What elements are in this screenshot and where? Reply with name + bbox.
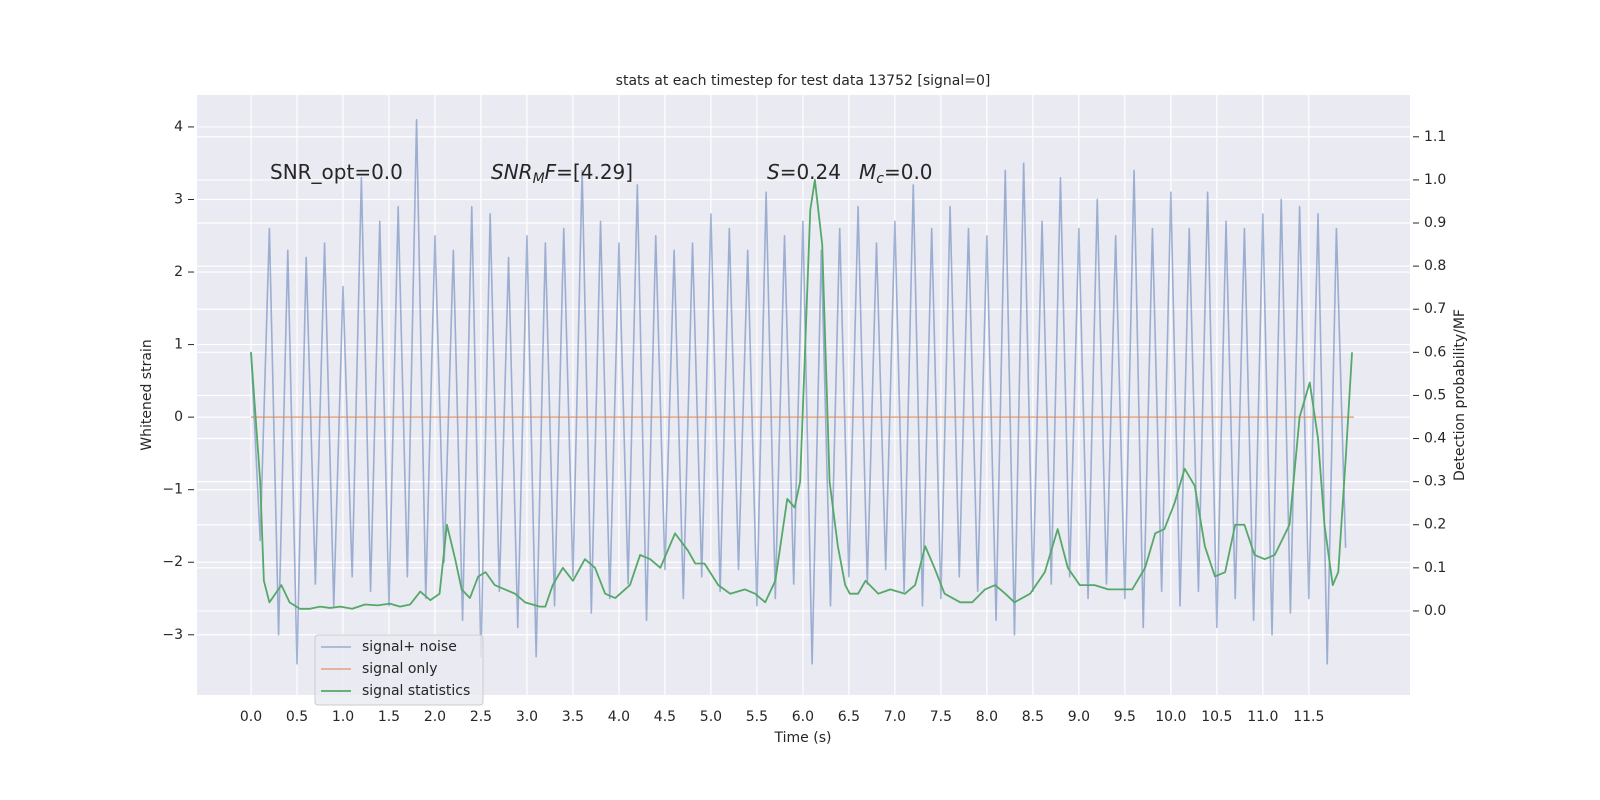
x-tick-label: 9.0	[1068, 709, 1090, 725]
annotation: S=0.24	[767, 160, 841, 184]
x-tick-label: 10.0	[1155, 709, 1186, 725]
annotation-part: =0.24	[780, 160, 841, 184]
x-tick-label: 8.0	[976, 709, 998, 725]
x-tick-label: 4.0	[608, 709, 630, 725]
y-axis-label: Whitened strain	[139, 339, 155, 450]
y2-tick-label: 0.0	[1424, 603, 1446, 619]
y-tick-label: 4	[174, 119, 183, 135]
annotation-part: SNR	[491, 160, 533, 184]
y2-tick-label: 0.7	[1424, 301, 1446, 317]
x-tick-label: 2.5	[470, 709, 492, 725]
x-tick-label: 3.5	[562, 709, 584, 725]
x-tick-label: 3.0	[516, 709, 538, 725]
x-tick-label: 6.0	[792, 709, 814, 725]
y-tick-label: −1	[162, 482, 183, 498]
y-tick-label: 3	[174, 191, 183, 207]
y2-tick-label: 0.9	[1424, 215, 1446, 231]
y-tick-label: −2	[162, 554, 183, 570]
y2-tick-label: 0.1	[1424, 560, 1446, 576]
x-tick-label: 4.5	[654, 709, 676, 725]
legend-label: signal+ noise	[362, 639, 457, 655]
annotation: SNRMF=[4.29]	[491, 160, 633, 188]
y2-tick-label: 0.4	[1424, 431, 1446, 447]
series-line	[250, 118, 1347, 665]
x-axis-label: Time (s)	[774, 730, 832, 746]
y2-tick-label: 0.5	[1424, 387, 1446, 403]
y2-tick-label: 0.6	[1424, 344, 1446, 360]
annotation-part: M	[533, 171, 545, 187]
x-tick-label: 1.0	[332, 709, 354, 725]
y-tick-label: −3	[162, 627, 183, 643]
x-tick-label: 9.5	[1114, 709, 1136, 725]
x-tick-label: 11.5	[1293, 709, 1324, 725]
legend-label: signal only	[362, 661, 437, 677]
y2-tick-label: 1.1	[1424, 129, 1446, 145]
annotation: SNR_opt=0.0	[270, 160, 403, 184]
x-tick-label: 6.5	[838, 709, 860, 725]
x-tick-label: 10.5	[1201, 709, 1232, 725]
annotation-part: =0.0	[884, 160, 933, 184]
x-tick-label: 7.5	[930, 709, 952, 725]
x-tick-label: 0.0	[240, 709, 262, 725]
x-tick-label: 0.5	[286, 709, 308, 725]
y2-tick-label: 1.0	[1424, 172, 1446, 188]
x-tick-label: 7.0	[884, 709, 906, 725]
annotation-part: F	[545, 160, 557, 184]
y2-tick-label: 0.2	[1424, 517, 1446, 533]
labels: 0.0 0.5 1.0 1.5 2.0 2.5 3.0 3.5 4.0 4.5 5.0 5.5 6.0 6…	[162, 119, 1446, 725]
annotation-part: c	[876, 171, 884, 187]
y-tick-label: 1	[174, 337, 183, 353]
x-tick-label: 2.0	[424, 709, 446, 725]
y-tick-label: 2	[174, 264, 183, 280]
x-tick-label: 5.0	[700, 709, 722, 725]
marks	[250, 118, 1354, 665]
chart-title: stats at each timestep for test data 137…	[616, 73, 991, 89]
annotation-part: =[4.29]	[556, 160, 633, 184]
x-tick-label: 8.5	[1022, 709, 1044, 725]
y2-axis-label: Detection probability/MF	[1452, 309, 1468, 481]
y2-tick-label: 0.8	[1424, 258, 1446, 274]
y2-tick-label: 0.3	[1424, 474, 1446, 490]
annotation: Mc=0.0	[859, 160, 933, 188]
annotation-part: M	[859, 160, 876, 184]
x-tick-label: 11.0	[1247, 709, 1278, 725]
legend-box	[314, 634, 484, 706]
x-tick-label: 5.5	[746, 709, 768, 725]
series-line	[250, 179, 1353, 610]
annotation-part: S	[767, 160, 780, 184]
annotation-part: SNR_opt=0.0	[270, 160, 403, 184]
x-tick-label: 1.5	[378, 709, 400, 725]
legend-label: signal statistics	[362, 683, 470, 699]
y-tick-label: 0	[174, 409, 183, 425]
